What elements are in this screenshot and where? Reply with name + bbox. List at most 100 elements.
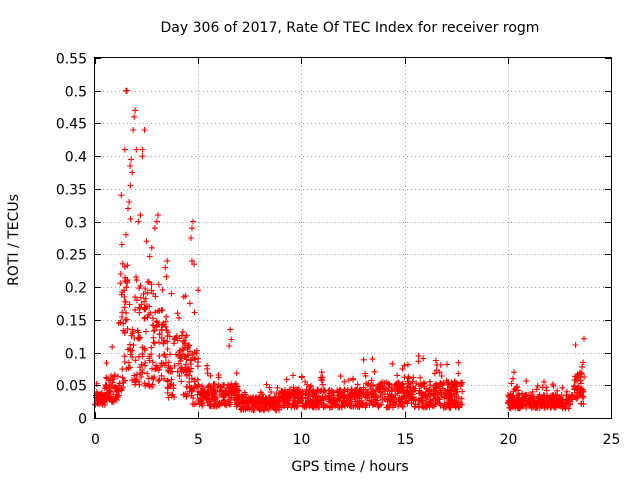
data-point [102,392,109,399]
data-point [94,395,101,402]
data-point [173,351,180,358]
data-point [362,402,369,409]
data-point [370,396,377,403]
data-point [305,402,312,408]
data-point [184,383,191,390]
data-point [369,356,376,363]
data-point [132,294,138,301]
data-point [152,366,158,373]
data-point [319,381,326,388]
data-point [109,379,116,386]
data-point [159,286,166,293]
data-point [317,374,324,381]
data-point [262,395,269,402]
data-point [283,376,290,383]
data-point [291,404,298,411]
data-point [383,404,390,411]
data-point [136,309,143,316]
data-point [123,309,129,316]
data-point [508,397,515,404]
data-point [417,374,424,381]
data-point [153,362,160,369]
data-point [138,361,145,368]
y-tick-label: 0.4 [65,150,87,166]
data-point [455,370,462,377]
data-point [150,322,157,329]
data-point [551,397,558,404]
data-point [124,262,131,269]
data-point [422,391,429,397]
data-point [541,378,547,385]
data-point [356,400,362,407]
data-point [211,381,218,387]
data-point [350,375,356,382]
data-point [216,388,223,394]
data-point [215,371,222,378]
data-point [183,332,190,339]
data-point [531,400,538,406]
data-point [336,392,343,398]
data-point [441,387,448,394]
data-point [445,389,452,395]
data-point [345,377,352,384]
data-point [514,383,521,390]
data-point [526,395,533,402]
data-point [395,379,402,386]
data-point [268,389,275,396]
data-point [121,294,128,300]
data-point [163,313,170,320]
data-point [577,377,584,384]
data-point [110,391,117,398]
data-point [142,382,149,389]
data-point [452,385,459,392]
data-point [421,392,428,399]
data-point [139,344,146,351]
data-point [119,289,126,296]
data-point [189,351,196,358]
data-point [141,315,148,322]
data-point [541,401,548,408]
data-point [153,218,160,225]
data-point [149,359,156,366]
data-point [572,373,579,380]
data-point [305,398,312,405]
data-point [187,384,194,391]
data-point [432,357,439,364]
data-point [167,364,174,371]
data-point [137,212,144,219]
data-point [144,370,151,377]
data-point [164,333,171,340]
data-point [170,340,177,347]
data-point [298,374,305,381]
y-tick-label: 0.5 [65,85,87,101]
data-point [427,382,434,389]
data-point [172,334,179,341]
data-point [126,301,133,308]
data-point [341,378,348,385]
data-point [144,302,150,309]
data-point [281,399,288,406]
data-point [444,380,451,386]
data-point [210,390,217,397]
data-point [133,146,140,153]
data-point [174,310,181,317]
data-point [121,304,128,311]
data-point [168,381,174,387]
data-point [103,382,110,389]
data-point [159,307,166,313]
data-point [127,182,134,189]
data-point [286,386,293,393]
data-point [572,342,579,348]
data-point [149,383,156,390]
data-point [347,396,354,403]
data-point [165,329,172,336]
data-point [266,384,273,391]
data-point [152,293,159,300]
data-point [385,380,392,387]
data-point [204,370,211,377]
data-point [160,340,167,347]
data-point [274,384,281,391]
data-point [565,405,572,412]
data-point [458,395,465,402]
data-point [216,399,223,406]
